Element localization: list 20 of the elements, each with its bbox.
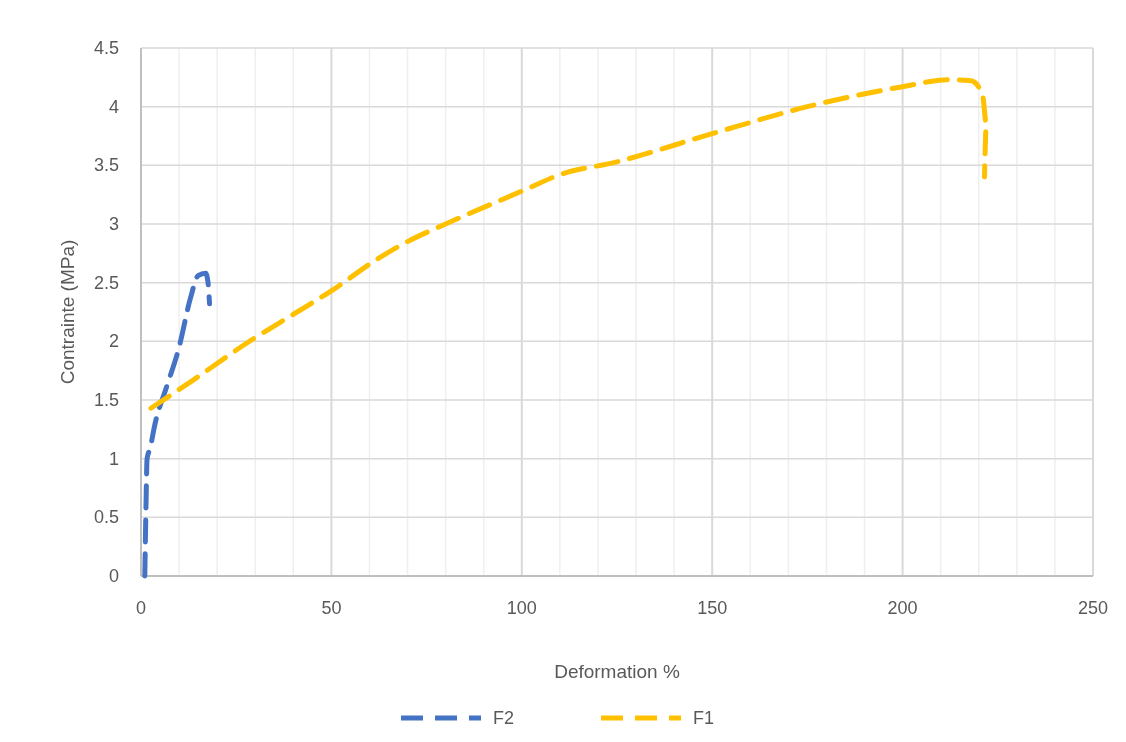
x-tick-label: 50 xyxy=(321,598,342,618)
x-tick-label: 200 xyxy=(887,598,918,618)
x-tick-label: 100 xyxy=(506,598,537,618)
x-tick-label: 150 xyxy=(697,598,728,618)
x-tick-label: 0 xyxy=(135,598,147,618)
x-tick-label: 250 xyxy=(1077,598,1109,618)
y-tick-label: 1 xyxy=(108,448,119,469)
y-tick-label: 4 xyxy=(108,96,119,117)
y-tick-label: 0.5 xyxy=(93,507,119,528)
y-tick-label: 2 xyxy=(108,331,119,352)
x-axis-title: Deformation % xyxy=(554,661,680,682)
y-tick-label: 4.5 xyxy=(93,38,119,58)
legend-label: F2 xyxy=(493,708,515,728)
y-tick-label: 1.5 xyxy=(93,390,119,410)
y-tick-label: 0 xyxy=(108,566,119,586)
legend-label: F1 xyxy=(693,708,715,728)
y-tick-label: 3.5 xyxy=(93,155,119,176)
y-axis-title: Contrainte (MPa) xyxy=(57,239,78,385)
y-tick-label: 3 xyxy=(108,214,119,234)
y-tick-label: 2.5 xyxy=(93,272,119,293)
